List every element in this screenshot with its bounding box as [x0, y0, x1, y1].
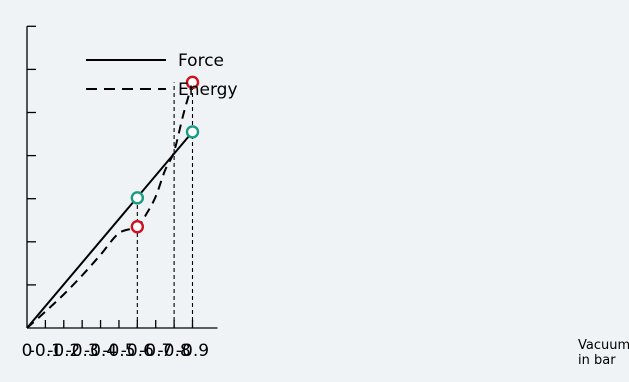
marker-force — [185, 125, 200, 139]
marker-energy — [185, 75, 200, 90]
legend-label-energy: Energy — [178, 80, 238, 100]
legend-label-force: Force — [178, 51, 224, 71]
x-axis-title: Vacuum — [578, 338, 629, 353]
x-tick-label: -0.2 — [47, 341, 80, 361]
marker-layer — [130, 75, 200, 234]
x-axis-title: in bar — [578, 353, 616, 368]
x-tick-label: -0.7 — [139, 341, 172, 361]
series-line-force — [26, 131, 194, 329]
x-tick-label: -0.5 — [102, 341, 135, 361]
legend: Force Energy — [86, 51, 238, 100]
x-tick-label: -0.8 — [158, 341, 191, 361]
x-tick-label: -0.4 — [84, 341, 117, 361]
x-tick-label: -0.3 — [66, 341, 99, 361]
x-tick-label: 0 — [22, 341, 33, 361]
marker-force — [130, 191, 145, 205]
x-tick-label: -0.6 — [121, 341, 154, 361]
x-tick-label: -0.9 — [176, 341, 209, 361]
reference-lines — [136, 82, 194, 328]
marker-energy — [130, 220, 145, 234]
x-tick-label: -0.1 — [29, 341, 62, 361]
